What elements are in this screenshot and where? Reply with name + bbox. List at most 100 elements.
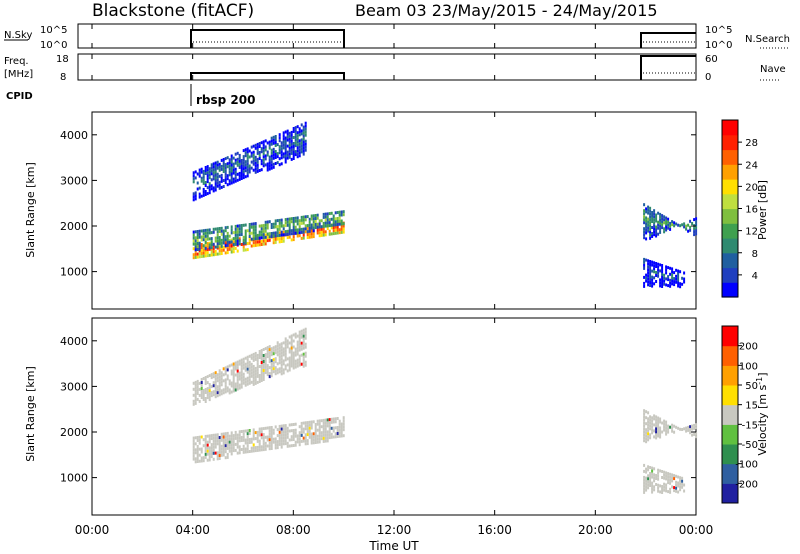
power-cell (324, 224, 327, 228)
power-cell (210, 163, 213, 167)
power-cell (254, 161, 257, 165)
power-cell (304, 230, 307, 234)
power-cell (252, 153, 255, 157)
vel-cell (306, 421, 309, 425)
vel-cell (280, 351, 283, 355)
vel-cell (649, 481, 652, 484)
power-cell (220, 164, 223, 168)
vel-cell (651, 428, 654, 432)
vel-cell (238, 430, 241, 434)
power-cell (302, 143, 305, 147)
power-cell (270, 157, 273, 161)
power-cell (647, 283, 650, 287)
vel-cell (298, 431, 301, 435)
power-cell (326, 212, 329, 216)
power-cell (250, 166, 253, 170)
vel-cell (268, 360, 271, 364)
power-cell (643, 266, 646, 270)
power-cell (214, 164, 217, 168)
power-cell (649, 218, 652, 222)
power-cell (308, 217, 311, 221)
power-cell (673, 271, 676, 275)
vel-cell (218, 393, 221, 397)
vel-cell (643, 433, 646, 437)
power-cell (276, 225, 279, 229)
vel-cell (256, 433, 259, 437)
vel-cell (647, 432, 650, 436)
power-cell (322, 227, 325, 231)
power-cell (200, 238, 203, 242)
vel-cell (292, 363, 295, 367)
vel-cell (336, 426, 339, 429)
vel-cell (282, 427, 285, 431)
power-cell (314, 220, 317, 223)
vel-cell (252, 434, 255, 438)
vel-cell (308, 420, 311, 424)
vel-cell (278, 427, 281, 431)
power-cell (206, 168, 209, 172)
power-cell (669, 272, 672, 276)
power-cell (262, 230, 265, 234)
vel-cell (264, 368, 267, 372)
vel-cell (316, 419, 319, 423)
vel-cell (260, 433, 263, 437)
power-cell (258, 230, 261, 234)
power-cell (655, 280, 658, 283)
power-cell (282, 131, 285, 135)
vel-cell (196, 388, 199, 392)
power-cell (240, 227, 243, 230)
vel-cell (274, 348, 277, 352)
power-cell (282, 137, 285, 141)
power-cell (192, 236, 195, 240)
vel-cell (657, 474, 660, 478)
vel-cell (252, 449, 255, 453)
power-cell (306, 233, 309, 236)
vel-cell (226, 386, 229, 390)
power-cell (278, 227, 281, 231)
vel-cell (314, 429, 317, 432)
power-cell (224, 229, 227, 233)
vel-cell (234, 388, 237, 392)
power-cell (643, 209, 646, 213)
power-cell (248, 223, 251, 226)
vel-cell (214, 436, 217, 440)
vel-cell (208, 392, 211, 396)
vel-cell (194, 442, 197, 446)
vel-cell (280, 357, 283, 361)
power-cell (206, 177, 209, 181)
power-cell (268, 232, 271, 236)
vel-cell (290, 444, 293, 448)
vel-cell (276, 368, 279, 372)
power-cell (264, 220, 267, 224)
nsky-label: N.Sky (4, 30, 32, 41)
power-cell (296, 131, 299, 135)
vel-cell (659, 432, 662, 436)
power-cell (282, 230, 285, 234)
vel-band (643, 463, 686, 494)
vel-cell (214, 377, 217, 381)
power-cell (320, 230, 323, 234)
vel-cell (653, 467, 656, 471)
vel-cell (256, 448, 259, 452)
vel-cell (234, 382, 237, 386)
power-cell (274, 135, 277, 138)
power-cell (202, 187, 205, 191)
power-cell (322, 212, 325, 216)
x-tick-label: 00:00 (679, 523, 714, 537)
power-cell (204, 251, 207, 255)
power-cell (655, 216, 658, 220)
power-cell (254, 164, 257, 168)
power-cell (260, 240, 263, 243)
power-cell (262, 140, 265, 144)
power-cell (294, 132, 297, 136)
vel-cell (643, 463, 646, 467)
power-cell (320, 219, 323, 223)
power-cell (312, 220, 315, 224)
power-cell (268, 143, 271, 147)
power-cell (202, 238, 205, 242)
vel-cell (276, 446, 279, 450)
vel-cell (274, 440, 277, 444)
power-cell (302, 215, 305, 219)
power-cell (254, 228, 257, 232)
